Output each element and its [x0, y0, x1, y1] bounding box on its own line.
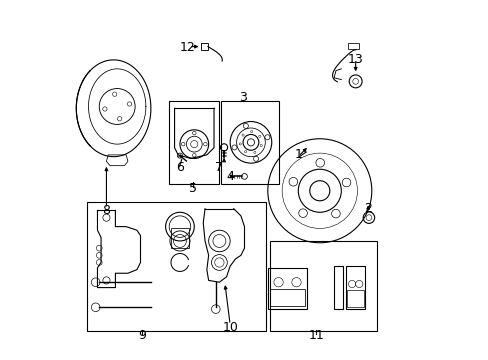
- Text: 8: 8: [102, 204, 110, 217]
- Bar: [269, 241, 376, 330]
- Text: 13: 13: [347, 53, 363, 66]
- Bar: [346, 291, 363, 307]
- Text: 10: 10: [222, 320, 238, 333]
- Bar: [267, 268, 306, 309]
- Text: 5: 5: [188, 183, 196, 195]
- Bar: [201, 43, 207, 50]
- Text: 11: 11: [308, 329, 324, 342]
- Bar: [171, 228, 188, 248]
- Text: 7: 7: [215, 161, 223, 174]
- Bar: [221, 101, 278, 184]
- Bar: [86, 202, 265, 330]
- Text: 12: 12: [179, 41, 195, 54]
- Text: 6: 6: [176, 161, 183, 174]
- Text: 3: 3: [238, 91, 246, 104]
- Bar: [345, 266, 365, 309]
- Text: 1: 1: [294, 148, 302, 161]
- Text: 2: 2: [364, 202, 371, 215]
- Bar: [333, 266, 343, 309]
- Bar: [269, 289, 305, 306]
- Text: 4: 4: [226, 170, 234, 183]
- Bar: [348, 42, 358, 49]
- Bar: [169, 101, 219, 184]
- Text: 9: 9: [138, 329, 146, 342]
